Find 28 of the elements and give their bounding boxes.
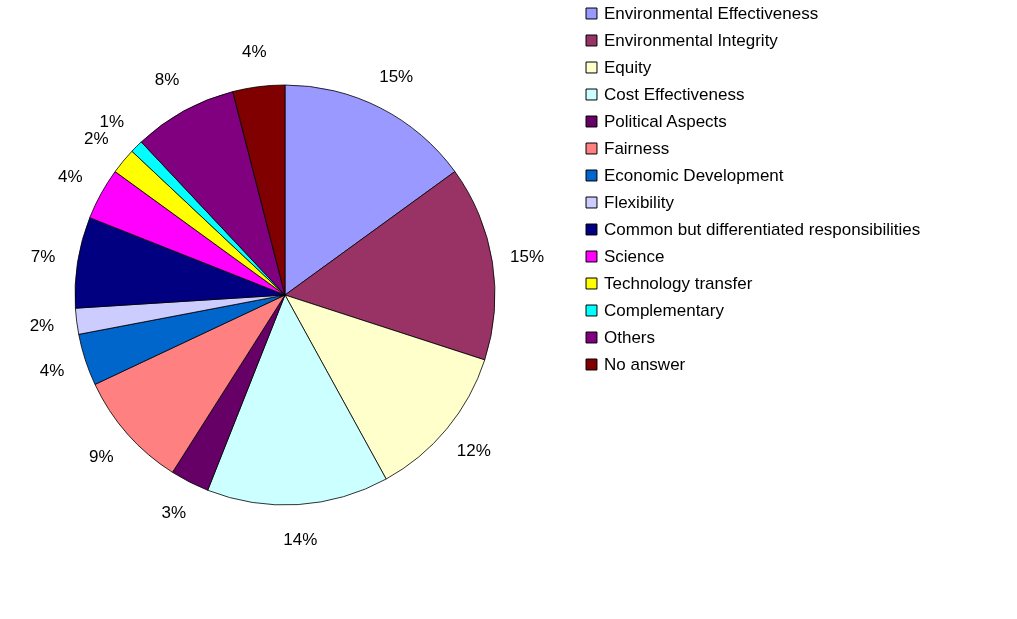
data-label: 14%	[283, 529, 318, 549]
data-label: 8%	[154, 70, 180, 90]
legend-label: Complementary	[604, 300, 725, 320]
data-label: 2%	[29, 315, 55, 335]
legend-label: Cost Effectiveness	[604, 84, 745, 104]
data-label: 1%	[99, 111, 125, 131]
data-label: 4%	[242, 41, 267, 61]
data-label: 7%	[30, 246, 56, 266]
legend-label: Environmental Effectiveness	[604, 3, 819, 23]
data-label: 12%	[456, 441, 491, 461]
data-label: 15%	[379, 66, 414, 86]
legend-label: Fairness	[604, 138, 670, 158]
legend-label: Others	[604, 327, 656, 347]
legend-label: Equity	[604, 57, 652, 77]
legend-label: Technology transfer	[604, 273, 753, 293]
data-label: 2%	[83, 128, 109, 148]
data-label: 4%	[58, 166, 83, 186]
legend-label: Flexibility	[604, 192, 675, 212]
legend-label: Common but differentiated responsibilities	[604, 219, 921, 239]
legend-label: Economic Development	[604, 165, 784, 185]
data-label: 15%	[509, 246, 544, 266]
legend-label: Science	[604, 246, 665, 266]
legend-label: Environmental Integrity	[604, 30, 779, 50]
data-label: 4%	[39, 360, 65, 380]
data-label: 9%	[88, 447, 114, 467]
legend-label: No answer	[604, 354, 686, 374]
legend-label: Political Aspects	[604, 111, 727, 131]
data-label: 3%	[161, 503, 187, 523]
